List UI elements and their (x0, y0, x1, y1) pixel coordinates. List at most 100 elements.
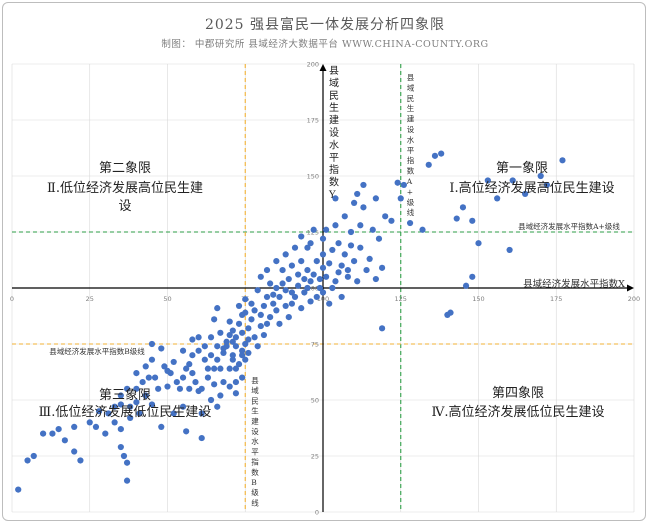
data-point (226, 365, 233, 372)
data-point (291, 244, 299, 251)
quadrant-1-desc: Ⅰ.高位经济发展高位民生建设 (449, 180, 614, 196)
data-point (313, 258, 320, 265)
data-point (260, 302, 268, 310)
data-point (316, 275, 323, 283)
reference-label-vertical-green: 县域民生建设水平指数 A +级线 (406, 73, 415, 217)
data-point (207, 334, 215, 341)
data-point (453, 215, 460, 222)
data-point (267, 314, 274, 321)
data-point (207, 352, 215, 359)
data-point (232, 365, 240, 372)
data-point (183, 428, 190, 435)
data-point (226, 318, 233, 325)
data-point (102, 430, 109, 437)
data-point (310, 226, 317, 233)
reference-label-horizontal-green: 县域经济发展水平指数A+级线 (518, 221, 620, 231)
data-point (338, 293, 345, 301)
x-tick-label: 125 (395, 295, 407, 303)
data-point (155, 385, 162, 392)
data-point (319, 251, 327, 258)
data-point (419, 226, 426, 233)
chart-title: 2025 强县富民一体发展分析四象限 (204, 17, 446, 33)
data-point (207, 396, 215, 404)
data-point (279, 266, 286, 274)
tick-labels: 0255075100125150175200025507510012515017… (10, 61, 640, 517)
data-point (263, 293, 271, 301)
data-point (323, 226, 330, 233)
data-point (55, 426, 62, 433)
x-tick-label: 100 (317, 295, 329, 303)
data-point (354, 278, 361, 285)
data-point (195, 347, 202, 354)
data-point (235, 302, 243, 310)
data-point (136, 410, 143, 417)
chart-subtitle: 制图： 中郡研究所 县域经济大数据平台 WWW.CHINA-COUNTY.ORG (161, 39, 489, 50)
data-point (148, 340, 156, 348)
x-axis-arrow (627, 284, 634, 292)
data-point (522, 190, 529, 198)
data-point (214, 305, 221, 312)
data-point (201, 343, 208, 350)
data-point (469, 273, 476, 280)
data-point (105, 410, 112, 417)
data-point (263, 320, 271, 327)
data-point (220, 378, 227, 386)
data-point (400, 181, 407, 189)
data-point (357, 244, 364, 251)
data-point (270, 300, 277, 307)
quadrant-2-name: 第二象限 (99, 161, 151, 176)
data-point (369, 226, 376, 233)
data-point (288, 262, 295, 269)
y-tick-label: 150 (307, 173, 319, 181)
data-point (245, 325, 252, 332)
data-point (123, 477, 131, 484)
data-point (260, 331, 268, 339)
data-point (438, 150, 445, 157)
data-point (459, 204, 467, 211)
data-point (295, 282, 302, 289)
data-point (406, 219, 414, 227)
data-point (301, 275, 308, 283)
x-tick-label: 0 (10, 295, 14, 303)
data-point (189, 336, 196, 343)
data-point (254, 287, 261, 294)
data-point (148, 401, 156, 408)
data-point (239, 352, 246, 359)
data-point (235, 320, 243, 327)
data-point (226, 331, 233, 339)
data-point (242, 356, 249, 363)
y-tick-label: 0 (315, 509, 319, 517)
data-point (139, 378, 146, 386)
y-tick-label: 25 (311, 453, 319, 461)
data-point (211, 365, 218, 372)
data-point (332, 222, 339, 229)
data-point (217, 392, 224, 399)
data-point (201, 356, 208, 363)
x-tick-label: 175 (550, 295, 562, 303)
data-point (123, 459, 131, 466)
data-point (117, 426, 124, 433)
x-tick-label: 50 (163, 295, 171, 303)
data-point (319, 235, 327, 242)
data-point (335, 269, 342, 276)
data-point (239, 329, 246, 336)
data-point (204, 374, 212, 381)
x-tick-label: 150 (472, 295, 484, 303)
data-point (189, 370, 196, 377)
data-point (170, 358, 177, 366)
data-point (484, 177, 491, 184)
data-point (276, 293, 283, 301)
data-point (304, 266, 311, 274)
data-point (49, 430, 56, 437)
data-point (388, 217, 395, 224)
data-point (425, 161, 432, 168)
quadrant-4-name: 第四象限 (492, 386, 544, 401)
data-point (120, 452, 128, 460)
data-point (335, 240, 342, 247)
data-point (288, 300, 295, 307)
data-point (179, 347, 187, 354)
data-point (245, 349, 252, 357)
chart-frame (2, 2, 646, 521)
data-point (142, 363, 149, 370)
data-point (40, 430, 47, 437)
